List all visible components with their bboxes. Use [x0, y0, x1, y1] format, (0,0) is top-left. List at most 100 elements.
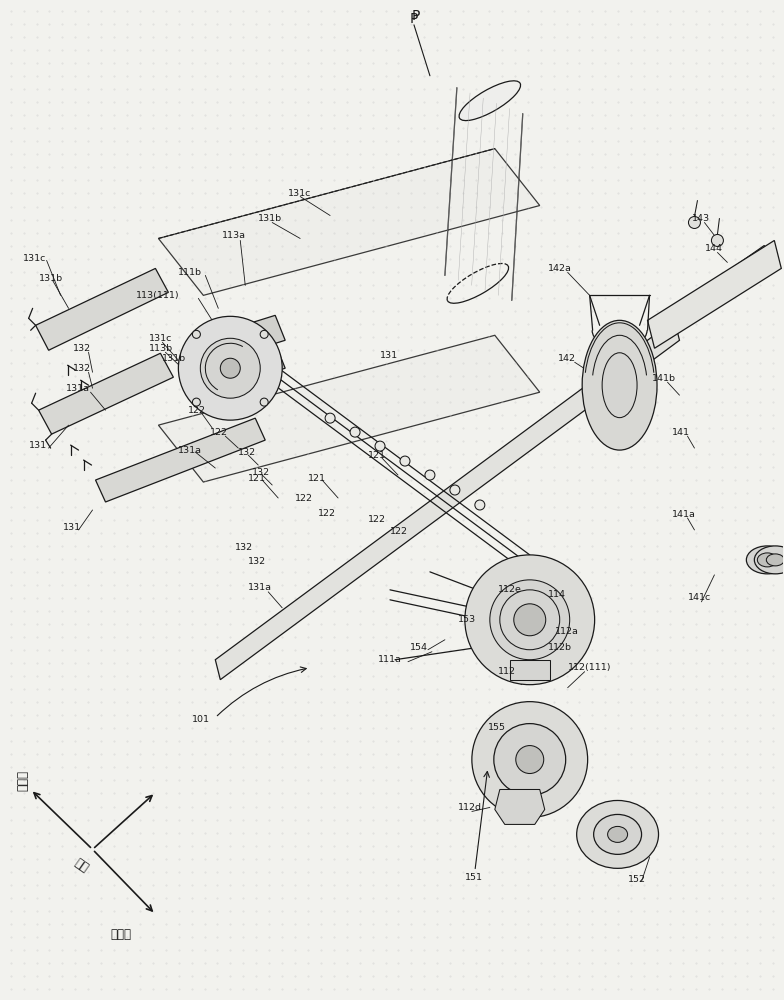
Circle shape [350, 427, 360, 437]
Text: 121: 121 [308, 474, 326, 483]
Text: 122: 122 [210, 428, 228, 437]
Ellipse shape [459, 81, 521, 121]
Text: 131c: 131c [23, 254, 46, 263]
Text: 142: 142 [557, 354, 575, 363]
Circle shape [201, 338, 260, 398]
Text: 131c: 131c [148, 334, 172, 343]
Ellipse shape [593, 814, 641, 854]
Text: 122: 122 [390, 527, 408, 536]
Circle shape [516, 746, 544, 774]
Circle shape [192, 398, 201, 406]
Circle shape [688, 217, 700, 228]
Text: 131: 131 [380, 351, 398, 360]
Polygon shape [35, 268, 169, 350]
Text: 113(111): 113(111) [136, 291, 179, 300]
Circle shape [711, 234, 724, 246]
Text: 152: 152 [627, 875, 645, 884]
Ellipse shape [608, 826, 627, 842]
Text: 113a: 113a [223, 231, 246, 240]
Text: 131a: 131a [66, 384, 89, 393]
Text: 132: 132 [238, 448, 256, 457]
Polygon shape [495, 789, 545, 824]
Text: 131a: 131a [179, 446, 202, 455]
Text: 121: 121 [368, 451, 386, 460]
Text: 122: 122 [318, 509, 336, 518]
Text: 155: 155 [488, 723, 506, 732]
Circle shape [260, 398, 268, 406]
Polygon shape [195, 343, 285, 393]
Ellipse shape [746, 546, 784, 574]
Polygon shape [96, 418, 265, 502]
Text: 132: 132 [73, 364, 91, 373]
Text: 141b: 141b [652, 374, 676, 383]
Text: 112a: 112a [555, 627, 579, 636]
Text: 131b: 131b [258, 214, 282, 223]
Text: 131a: 131a [249, 583, 272, 592]
Circle shape [465, 555, 594, 685]
Text: 111a: 111a [378, 655, 402, 664]
Text: P: P [410, 12, 419, 26]
Circle shape [514, 604, 546, 636]
Circle shape [490, 580, 570, 660]
Polygon shape [665, 245, 769, 338]
Circle shape [325, 413, 335, 423]
Text: 112d: 112d [458, 803, 482, 812]
Text: 142a: 142a [548, 264, 572, 273]
Text: 154: 154 [410, 643, 428, 652]
Polygon shape [510, 660, 550, 680]
Circle shape [179, 316, 282, 420]
Text: 151: 151 [465, 873, 483, 882]
Ellipse shape [757, 553, 777, 567]
Text: 131: 131 [63, 523, 81, 532]
Circle shape [450, 485, 460, 495]
Text: 132: 132 [252, 468, 270, 477]
Text: 131: 131 [29, 441, 47, 450]
Ellipse shape [766, 554, 784, 566]
Circle shape [192, 330, 201, 338]
Polygon shape [648, 240, 782, 348]
Circle shape [375, 441, 385, 451]
Ellipse shape [583, 320, 657, 450]
Text: 141: 141 [672, 428, 689, 437]
Polygon shape [158, 335, 539, 482]
Text: 153: 153 [458, 615, 476, 624]
Text: 131c: 131c [289, 189, 311, 198]
Text: 114: 114 [548, 590, 566, 599]
Polygon shape [195, 315, 285, 365]
Circle shape [425, 470, 435, 480]
Circle shape [260, 330, 268, 338]
Circle shape [494, 724, 566, 795]
Text: 112e: 112e [498, 585, 521, 594]
Ellipse shape [602, 353, 637, 418]
Text: 111b: 111b [179, 268, 202, 277]
Text: 112b: 112b [548, 643, 572, 652]
Text: 122: 122 [188, 406, 206, 415]
Circle shape [472, 702, 588, 817]
Circle shape [475, 500, 485, 510]
Text: 141c: 141c [688, 593, 711, 602]
Polygon shape [216, 320, 680, 680]
Text: 131b: 131b [38, 274, 63, 283]
Polygon shape [158, 149, 539, 295]
Text: 122: 122 [368, 515, 386, 524]
Text: 后方側: 后方側 [16, 770, 29, 791]
Polygon shape [38, 353, 173, 434]
Text: 141a: 141a [672, 510, 695, 519]
Circle shape [400, 456, 410, 466]
Ellipse shape [577, 800, 659, 868]
Text: 144: 144 [705, 244, 722, 253]
Text: 軸向: 軸向 [72, 856, 91, 875]
Text: 131b: 131b [162, 354, 187, 363]
Circle shape [220, 358, 240, 378]
Text: P: P [412, 9, 420, 23]
Text: 132: 132 [249, 557, 267, 566]
Text: 112(111): 112(111) [568, 663, 612, 672]
Text: 122: 122 [295, 494, 313, 503]
Text: 113b: 113b [148, 344, 172, 353]
Text: 101: 101 [192, 715, 210, 724]
Text: 143: 143 [691, 214, 710, 223]
Ellipse shape [754, 546, 784, 574]
Text: 132: 132 [235, 543, 253, 552]
Text: 112: 112 [498, 667, 516, 676]
Text: 前方側: 前方側 [110, 928, 131, 941]
